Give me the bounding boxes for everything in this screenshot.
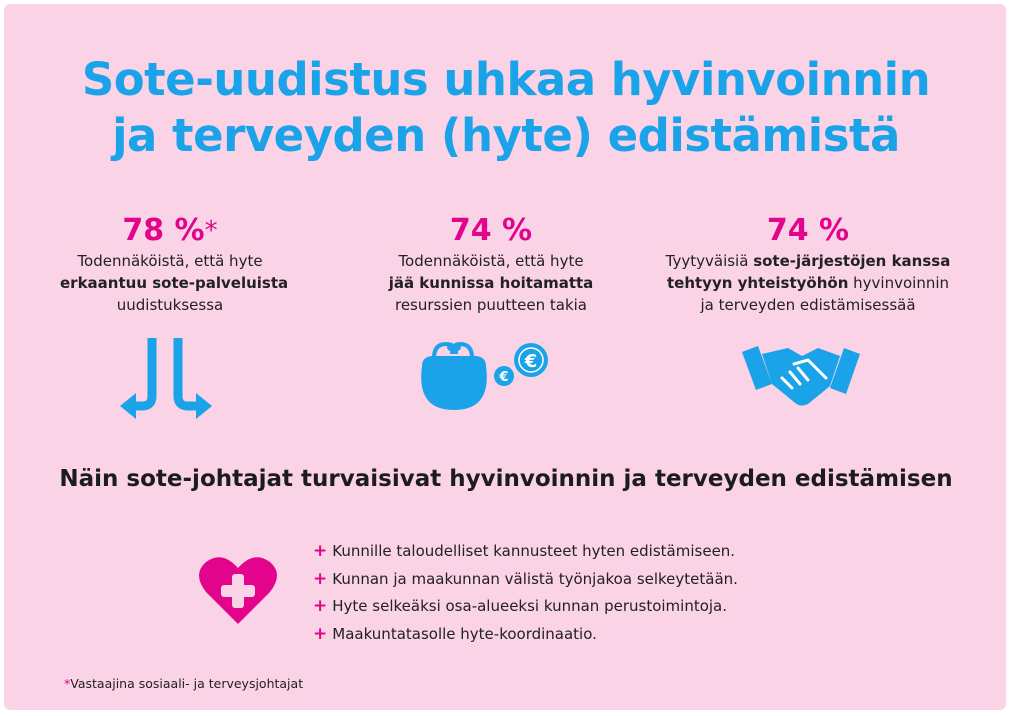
plus-icon: + <box>313 596 328 616</box>
title-line-2: ja terveyden (hyte) edistämistä <box>112 109 900 162</box>
heart-plus-icon <box>199 557 277 624</box>
stat-text-line: tehtyyn yhteistyöhön hyvinvoinnin <box>666 274 950 292</box>
page-title: Sote-uudistus uhkaa hyvinvoinnin ja terv… <box>0 52 1012 164</box>
recommendation-list: + Kunnille taloudelliset kannusteet hyten… <box>313 540 738 650</box>
list-item: + Hyte selkeäksi osa-alueeksi kunnan peru… <box>313 596 728 616</box>
stat-percent: 78 %* <box>122 213 218 248</box>
svg-text:€: € <box>498 370 508 385</box>
stat-hoitamatta: 74 % Todennäköistä, että hyte jää kunnis… <box>378 212 604 316</box>
stat-text-line: Tyytyväisiä sote-järjestöjen kanssa <box>665 252 951 270</box>
stat-text-bold: jää kunnissa hoitamatta <box>388 274 594 292</box>
plus-icon: + <box>313 568 328 589</box>
stat-text-line: uudistuksessa <box>116 296 224 314</box>
list-item: + Kunnan ja maakunnan välistä työnjakoa s… <box>313 568 738 589</box>
stat-text-line: Todennäköistä, että hyte <box>77 252 263 270</box>
title-line-1: Sote-uudistus uhkaa hyvinvoinnin <box>81 53 931 106</box>
stat-percent: 74 % <box>766 213 850 248</box>
plus-icon: + <box>313 623 328 644</box>
svg-text:€: € <box>524 351 538 372</box>
plus-icon: + <box>313 541 328 561</box>
asterisk: * <box>204 216 218 246</box>
section-heading: Näin sote-johtajat turvaisivat hyvinvoin… <box>59 466 953 492</box>
stat-percent: 74 % <box>449 213 533 248</box>
coin-purse-euro-icon: € € <box>421 341 548 410</box>
list-item: + Maakuntatasolle hyte-koordinaatio. <box>313 623 597 644</box>
footnote: *Vastaajina sosiaali- ja terveysjohtajat <box>64 676 304 691</box>
handshake-icon <box>742 346 860 406</box>
diverging-arrows-icon <box>120 338 212 419</box>
stat-erkaantuu: 78 %* Todennäköistä, että hyte erkaantuu… <box>60 212 289 316</box>
stat-text-line: Todennäköistä, että hyte <box>398 252 584 270</box>
stat-text-line: resurssien puutteen takia <box>394 296 587 314</box>
stat-text-bold: erkaantuu sote-palveluista <box>60 274 289 292</box>
stat-yhteistyo: 74 % Tyytyväisiä sote-järjestöjen kanssa… <box>648 212 968 316</box>
stat-text-line: ja terveyden edistämisessää <box>700 296 916 314</box>
list-item: + Kunnille taloudelliset kannusteet hyten… <box>313 541 736 561</box>
asterisk: * <box>64 676 71 691</box>
